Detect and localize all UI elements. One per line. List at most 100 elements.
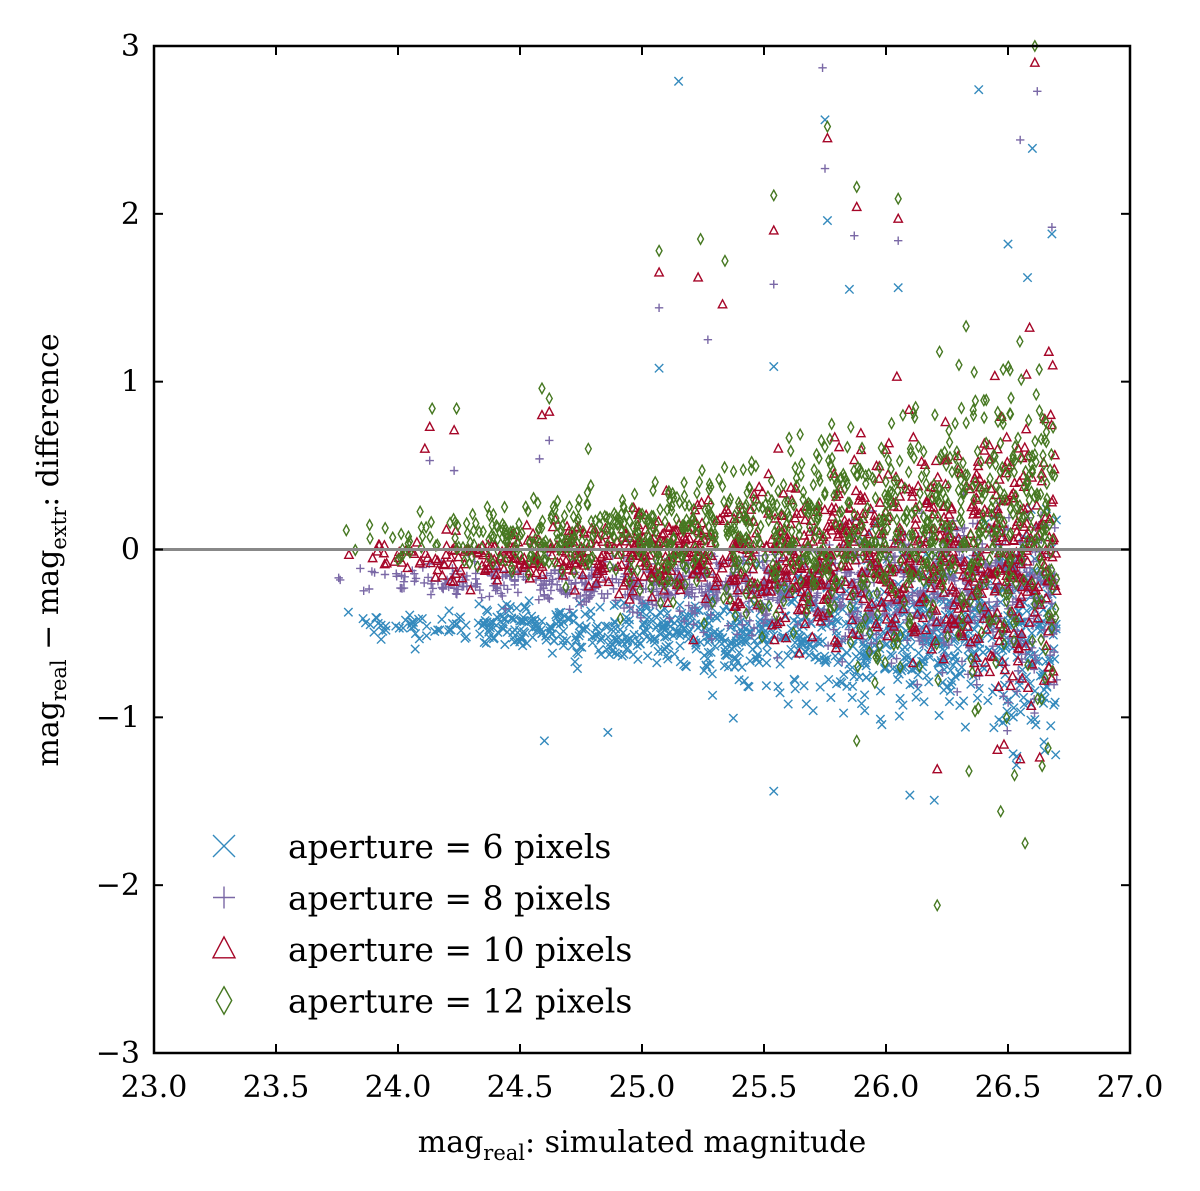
data-point xyxy=(513,588,523,597)
data-point xyxy=(587,551,595,565)
data-point xyxy=(795,602,807,613)
data-point xyxy=(581,557,590,571)
data-point xyxy=(687,568,699,579)
data-point xyxy=(848,641,858,651)
data-point xyxy=(1026,715,1036,725)
data-point xyxy=(622,564,634,575)
data-point xyxy=(987,500,996,515)
data-point xyxy=(380,621,391,631)
data-point xyxy=(975,601,984,615)
data-point xyxy=(955,358,963,372)
data-point xyxy=(596,572,608,583)
data-point xyxy=(451,531,459,545)
data-point xyxy=(859,641,869,652)
data-point xyxy=(948,599,960,610)
data-point xyxy=(806,631,818,642)
data-point xyxy=(971,704,979,718)
data-point xyxy=(943,533,952,548)
data-point xyxy=(988,542,996,556)
data-point xyxy=(925,652,935,662)
data-point xyxy=(857,516,865,531)
data-point xyxy=(781,496,789,510)
data-point xyxy=(705,537,717,548)
data-point xyxy=(1042,425,1051,439)
x-tick-label: 25.5 xyxy=(731,1070,798,1105)
data-point xyxy=(1046,672,1058,683)
data-point xyxy=(717,562,728,573)
data-point xyxy=(609,600,619,611)
data-point xyxy=(875,566,884,580)
data-point xyxy=(1042,504,1051,519)
data-point xyxy=(732,596,744,607)
data-point xyxy=(516,548,525,563)
data-point xyxy=(899,408,907,422)
data-point xyxy=(799,618,811,629)
data-point xyxy=(507,560,516,574)
data-point xyxy=(633,514,642,529)
data-point xyxy=(1022,568,1031,577)
data-point xyxy=(392,569,401,578)
data-point xyxy=(858,635,868,644)
data-point xyxy=(875,686,886,696)
data-point xyxy=(823,674,834,685)
data-point xyxy=(756,519,765,533)
legend-marker xyxy=(215,985,233,1016)
data-point xyxy=(684,626,695,636)
data-point xyxy=(904,465,913,479)
data-point xyxy=(804,541,812,555)
data-point xyxy=(863,528,875,539)
data-point xyxy=(832,573,840,587)
data-point xyxy=(1025,493,1034,507)
data-point xyxy=(819,541,828,555)
data-point xyxy=(1011,546,1022,557)
data-point xyxy=(564,533,572,548)
data-point xyxy=(957,401,966,415)
data-point xyxy=(985,552,994,567)
data-point xyxy=(900,596,909,610)
data-point xyxy=(692,271,704,282)
data-point xyxy=(695,637,706,647)
data-point xyxy=(397,571,406,580)
data-point xyxy=(851,651,861,662)
data-point xyxy=(919,509,928,524)
data-point xyxy=(536,585,545,595)
data-point xyxy=(838,574,846,589)
data-point xyxy=(772,608,780,622)
data-point xyxy=(954,467,962,481)
data-point xyxy=(517,632,527,642)
data-point xyxy=(1031,39,1039,53)
data-point xyxy=(945,520,953,534)
data-point xyxy=(1028,634,1036,648)
data-point xyxy=(1016,135,1025,145)
data-point xyxy=(894,711,905,721)
data-point xyxy=(714,512,726,524)
data-point xyxy=(578,534,586,548)
data-point xyxy=(552,580,562,589)
data-point xyxy=(680,475,688,490)
data-point xyxy=(740,635,751,645)
data-point xyxy=(1010,634,1018,648)
data-point xyxy=(607,646,617,656)
data-point xyxy=(893,513,901,527)
data-point xyxy=(995,548,1003,562)
data-point xyxy=(762,639,772,650)
data-point xyxy=(885,649,896,660)
data-point xyxy=(853,468,862,483)
data-point xyxy=(680,611,690,622)
data-point xyxy=(789,626,798,640)
data-point xyxy=(496,552,505,567)
data-point xyxy=(773,653,782,663)
data-point xyxy=(734,495,743,510)
data-point xyxy=(524,567,533,582)
data-point xyxy=(654,568,663,582)
data-point xyxy=(1011,453,1019,468)
data-point xyxy=(971,394,980,408)
data-point xyxy=(661,577,669,592)
data-point xyxy=(661,642,671,652)
data-point xyxy=(981,526,990,541)
data-point xyxy=(847,692,857,703)
data-point xyxy=(654,591,663,600)
data-point xyxy=(796,585,808,597)
data-point xyxy=(606,559,614,574)
data-point xyxy=(996,512,1005,526)
